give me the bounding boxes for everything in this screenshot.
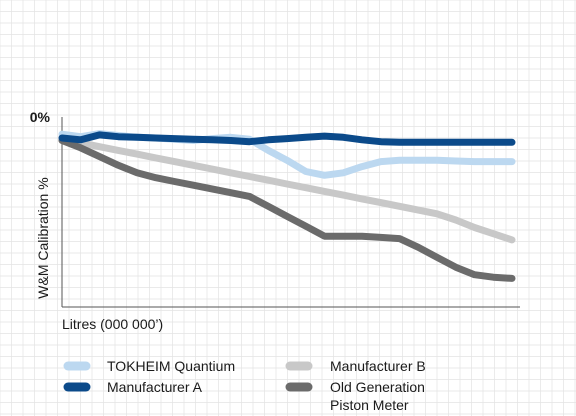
series-line-manufacturer-b (58, 136, 516, 244)
series-layer (58, 130, 516, 282)
legend-label-tokheim: TOKHEIM Quantium (107, 358, 235, 374)
legend: TOKHEIM Quantium Manufacturer A Manufact… (63, 358, 426, 413)
legend-label-manufacturer-b: Manufacturer B (330, 358, 426, 374)
legend-item-old-generation: Old Generation Piston Meter (285, 379, 425, 413)
legend-item-manufacturer-a: Manufacturer A (63, 379, 203, 395)
series-line-old-generation-piston-meter (58, 137, 516, 282)
legend-item-tokheim: TOKHEIM Quantium (63, 358, 235, 374)
x-axis-label: Litres (000 000’) (62, 316, 163, 332)
legend-label-manufacturer-a: Manufacturer A (107, 379, 203, 395)
legend-label-old-generation-line1: Old Generation (330, 379, 425, 395)
legend-item-manufacturer-b: Manufacturer B (285, 358, 426, 374)
y-axis-label: W&M Calibration % (35, 177, 51, 298)
legend-label-old-generation-line2: Piston Meter (330, 397, 409, 413)
y-tick-label-0: 0% (30, 109, 51, 125)
series-line-manufacturer-a (58, 131, 516, 146)
